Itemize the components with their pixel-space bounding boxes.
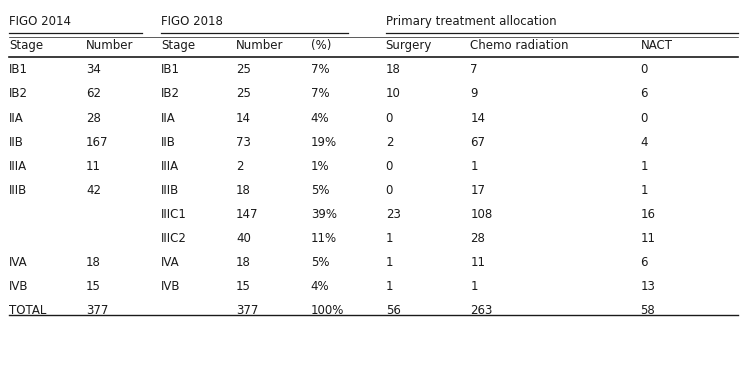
Text: 17: 17 (470, 184, 485, 197)
Text: 1: 1 (386, 256, 393, 269)
Text: 18: 18 (236, 184, 251, 197)
Text: IIIC2: IIIC2 (161, 232, 187, 245)
Text: IVA: IVA (161, 256, 180, 269)
Text: Chemo radiation: Chemo radiation (470, 39, 569, 52)
Text: 73: 73 (236, 136, 251, 149)
Text: 18: 18 (86, 256, 101, 269)
Text: 1: 1 (386, 232, 393, 245)
Text: 18: 18 (236, 256, 251, 269)
Text: 11: 11 (86, 160, 101, 173)
Text: 14: 14 (236, 112, 251, 125)
Text: 23: 23 (386, 208, 401, 221)
Text: 147: 147 (236, 208, 258, 221)
Text: 4: 4 (640, 136, 648, 149)
Text: IIIB: IIIB (9, 184, 27, 197)
Text: Surgery: Surgery (386, 39, 432, 52)
Text: 28: 28 (470, 232, 485, 245)
Text: Number: Number (86, 39, 133, 52)
Text: 18: 18 (386, 63, 401, 76)
Text: 34: 34 (86, 63, 101, 76)
Text: 15: 15 (86, 280, 101, 293)
Text: 42: 42 (86, 184, 101, 197)
Text: 13: 13 (640, 280, 655, 293)
Text: 67: 67 (470, 136, 485, 149)
Text: IIIA: IIIA (161, 160, 179, 173)
Text: 9: 9 (470, 87, 478, 100)
Text: 1: 1 (386, 280, 393, 293)
Text: 19%: 19% (311, 136, 337, 149)
Text: 56: 56 (386, 304, 401, 317)
Text: 16: 16 (640, 208, 655, 221)
Text: IVB: IVB (9, 280, 28, 293)
Text: 0: 0 (386, 112, 393, 125)
Text: 0: 0 (386, 184, 393, 197)
Text: 6: 6 (640, 87, 648, 100)
Text: 1: 1 (640, 184, 648, 197)
Text: NACT: NACT (640, 39, 673, 52)
Text: (%): (%) (311, 39, 331, 52)
Text: IIA: IIA (161, 112, 176, 125)
Text: Stage: Stage (161, 39, 195, 52)
Text: FIGO 2018: FIGO 2018 (161, 15, 223, 28)
Text: IB1: IB1 (9, 63, 28, 76)
Text: 15: 15 (236, 280, 251, 293)
Text: IIIA: IIIA (9, 160, 27, 173)
Text: Stage: Stage (9, 39, 43, 52)
Text: 14: 14 (470, 112, 485, 125)
Text: IVB: IVB (161, 280, 181, 293)
Text: 62: 62 (86, 87, 101, 100)
Text: 11%: 11% (311, 232, 337, 245)
Text: TOTAL: TOTAL (9, 304, 46, 317)
Text: 7: 7 (470, 63, 478, 76)
Text: IB2: IB2 (9, 87, 28, 100)
Text: Primary treatment allocation: Primary treatment allocation (386, 15, 557, 28)
Text: 39%: 39% (311, 208, 337, 221)
Text: 10: 10 (386, 87, 401, 100)
Text: IIIB: IIIB (161, 184, 179, 197)
Text: IB1: IB1 (161, 63, 180, 76)
Text: 167: 167 (86, 136, 109, 149)
Text: 2: 2 (236, 160, 243, 173)
Text: 5%: 5% (311, 184, 330, 197)
Text: 263: 263 (470, 304, 493, 317)
Text: 11: 11 (640, 232, 655, 245)
Text: 4%: 4% (311, 112, 330, 125)
Text: 58: 58 (640, 304, 655, 317)
Text: Number: Number (236, 39, 283, 52)
Text: IIIC1: IIIC1 (161, 208, 187, 221)
Text: 4%: 4% (311, 280, 330, 293)
Text: 28: 28 (86, 112, 101, 125)
Text: IIB: IIB (161, 136, 176, 149)
Text: 40: 40 (236, 232, 251, 245)
Text: 2: 2 (386, 136, 393, 149)
Text: 108: 108 (470, 208, 493, 221)
Text: IVA: IVA (9, 256, 28, 269)
Text: 25: 25 (236, 63, 251, 76)
Text: 377: 377 (236, 304, 258, 317)
Text: 0: 0 (640, 63, 648, 76)
Text: 1%: 1% (311, 160, 330, 173)
Text: 100%: 100% (311, 304, 345, 317)
Text: 5%: 5% (311, 256, 330, 269)
Text: 11: 11 (470, 256, 485, 269)
Text: IIB: IIB (9, 136, 24, 149)
Text: IIA: IIA (9, 112, 24, 125)
Text: 25: 25 (236, 87, 251, 100)
Text: 0: 0 (640, 112, 648, 125)
Text: 7%: 7% (311, 87, 330, 100)
Text: IB2: IB2 (161, 87, 180, 100)
Text: 7%: 7% (311, 63, 330, 76)
Text: 377: 377 (86, 304, 109, 317)
Text: 1: 1 (470, 160, 478, 173)
Text: 1: 1 (640, 160, 648, 173)
Text: 0: 0 (386, 160, 393, 173)
Text: 1: 1 (470, 280, 478, 293)
Text: 6: 6 (640, 256, 648, 269)
Text: FIGO 2014: FIGO 2014 (9, 15, 71, 28)
